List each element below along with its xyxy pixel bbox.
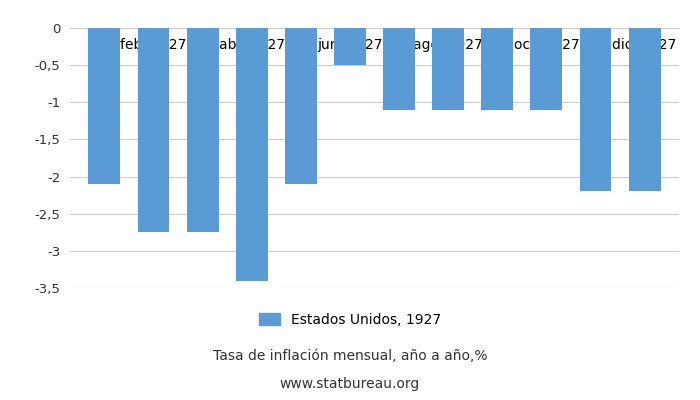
Legend: Estados Unidos, 1927: Estados Unidos, 1927 — [253, 307, 447, 332]
Bar — [285, 28, 317, 184]
Bar — [580, 28, 612, 192]
Bar — [482, 28, 513, 110]
Bar — [236, 28, 267, 280]
Text: Tasa de inflación mensual, año a año,%: Tasa de inflación mensual, año a año,% — [213, 349, 487, 363]
Bar — [88, 28, 120, 184]
Bar — [137, 28, 169, 232]
Bar — [187, 28, 218, 232]
Text: www.statbureau.org: www.statbureau.org — [280, 377, 420, 391]
Bar — [334, 28, 366, 65]
Bar — [432, 28, 464, 110]
Bar — [383, 28, 415, 110]
Bar — [629, 28, 661, 192]
Bar — [531, 28, 562, 110]
